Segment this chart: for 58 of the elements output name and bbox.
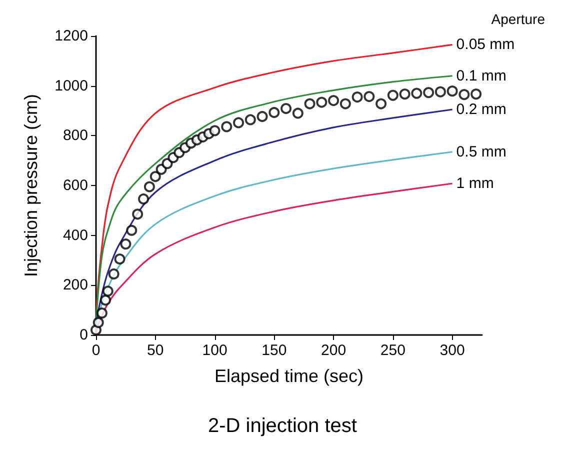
x-tick-label: 250 <box>380 342 406 359</box>
point <box>268 106 280 118</box>
series-label: 0.05 mm <box>456 36 515 54</box>
point <box>376 98 387 110</box>
x-tick-label: 200 <box>321 342 346 359</box>
point <box>144 181 155 192</box>
point <box>233 117 244 128</box>
x-tick-label: 0 <box>92 342 100 359</box>
y-tick-label: 0 <box>80 326 88 344</box>
point <box>114 254 126 264</box>
point <box>92 317 104 328</box>
point <box>292 108 304 119</box>
point <box>256 110 268 122</box>
y-tick-label: 400 <box>62 226 88 244</box>
point <box>423 87 434 98</box>
text: 2-D injection test <box>208 415 358 437</box>
point <box>120 238 132 250</box>
series-label: 0.1 mm <box>456 67 506 84</box>
point <box>434 86 446 98</box>
point <box>399 88 410 100</box>
point <box>364 91 375 102</box>
x-tick-label: 150 <box>262 342 287 359</box>
point <box>340 98 351 110</box>
point <box>304 98 316 110</box>
point <box>96 308 108 319</box>
legend-title: Aperture <box>491 11 546 27</box>
y-tick-label: 1000 <box>54 77 88 94</box>
point <box>458 89 470 100</box>
x-axis-title: Elapsed time (sec) <box>214 366 364 386</box>
point <box>328 95 340 106</box>
point <box>132 208 144 220</box>
point <box>446 86 458 97</box>
x-tick-label: 300 <box>440 342 465 359</box>
series-label: 1 mm <box>456 175 494 192</box>
point <box>352 92 363 103</box>
y-tick-label: 600 <box>62 177 88 194</box>
point <box>150 171 161 182</box>
point <box>209 125 220 136</box>
point <box>102 286 114 297</box>
series-label: 0.2 mm <box>456 101 506 118</box>
x-tick-label: 50 <box>147 342 164 359</box>
point <box>387 90 398 101</box>
x-tick-label: 100 <box>202 342 228 359</box>
y-tick-label: 800 <box>62 127 88 144</box>
y-axis-title: Injection pressure (cm) <box>21 94 41 278</box>
series-label: 0.5 mm <box>456 143 506 160</box>
point <box>411 88 422 99</box>
point <box>138 193 150 204</box>
point <box>316 96 328 108</box>
point <box>221 121 232 132</box>
point <box>100 294 111 306</box>
point <box>244 114 256 126</box>
point <box>280 103 292 114</box>
point <box>470 88 482 100</box>
point <box>126 224 138 236</box>
y-tick-label: 200 <box>62 276 88 294</box>
y-tick-label: 1200 <box>54 28 88 44</box>
point <box>108 268 120 280</box>
